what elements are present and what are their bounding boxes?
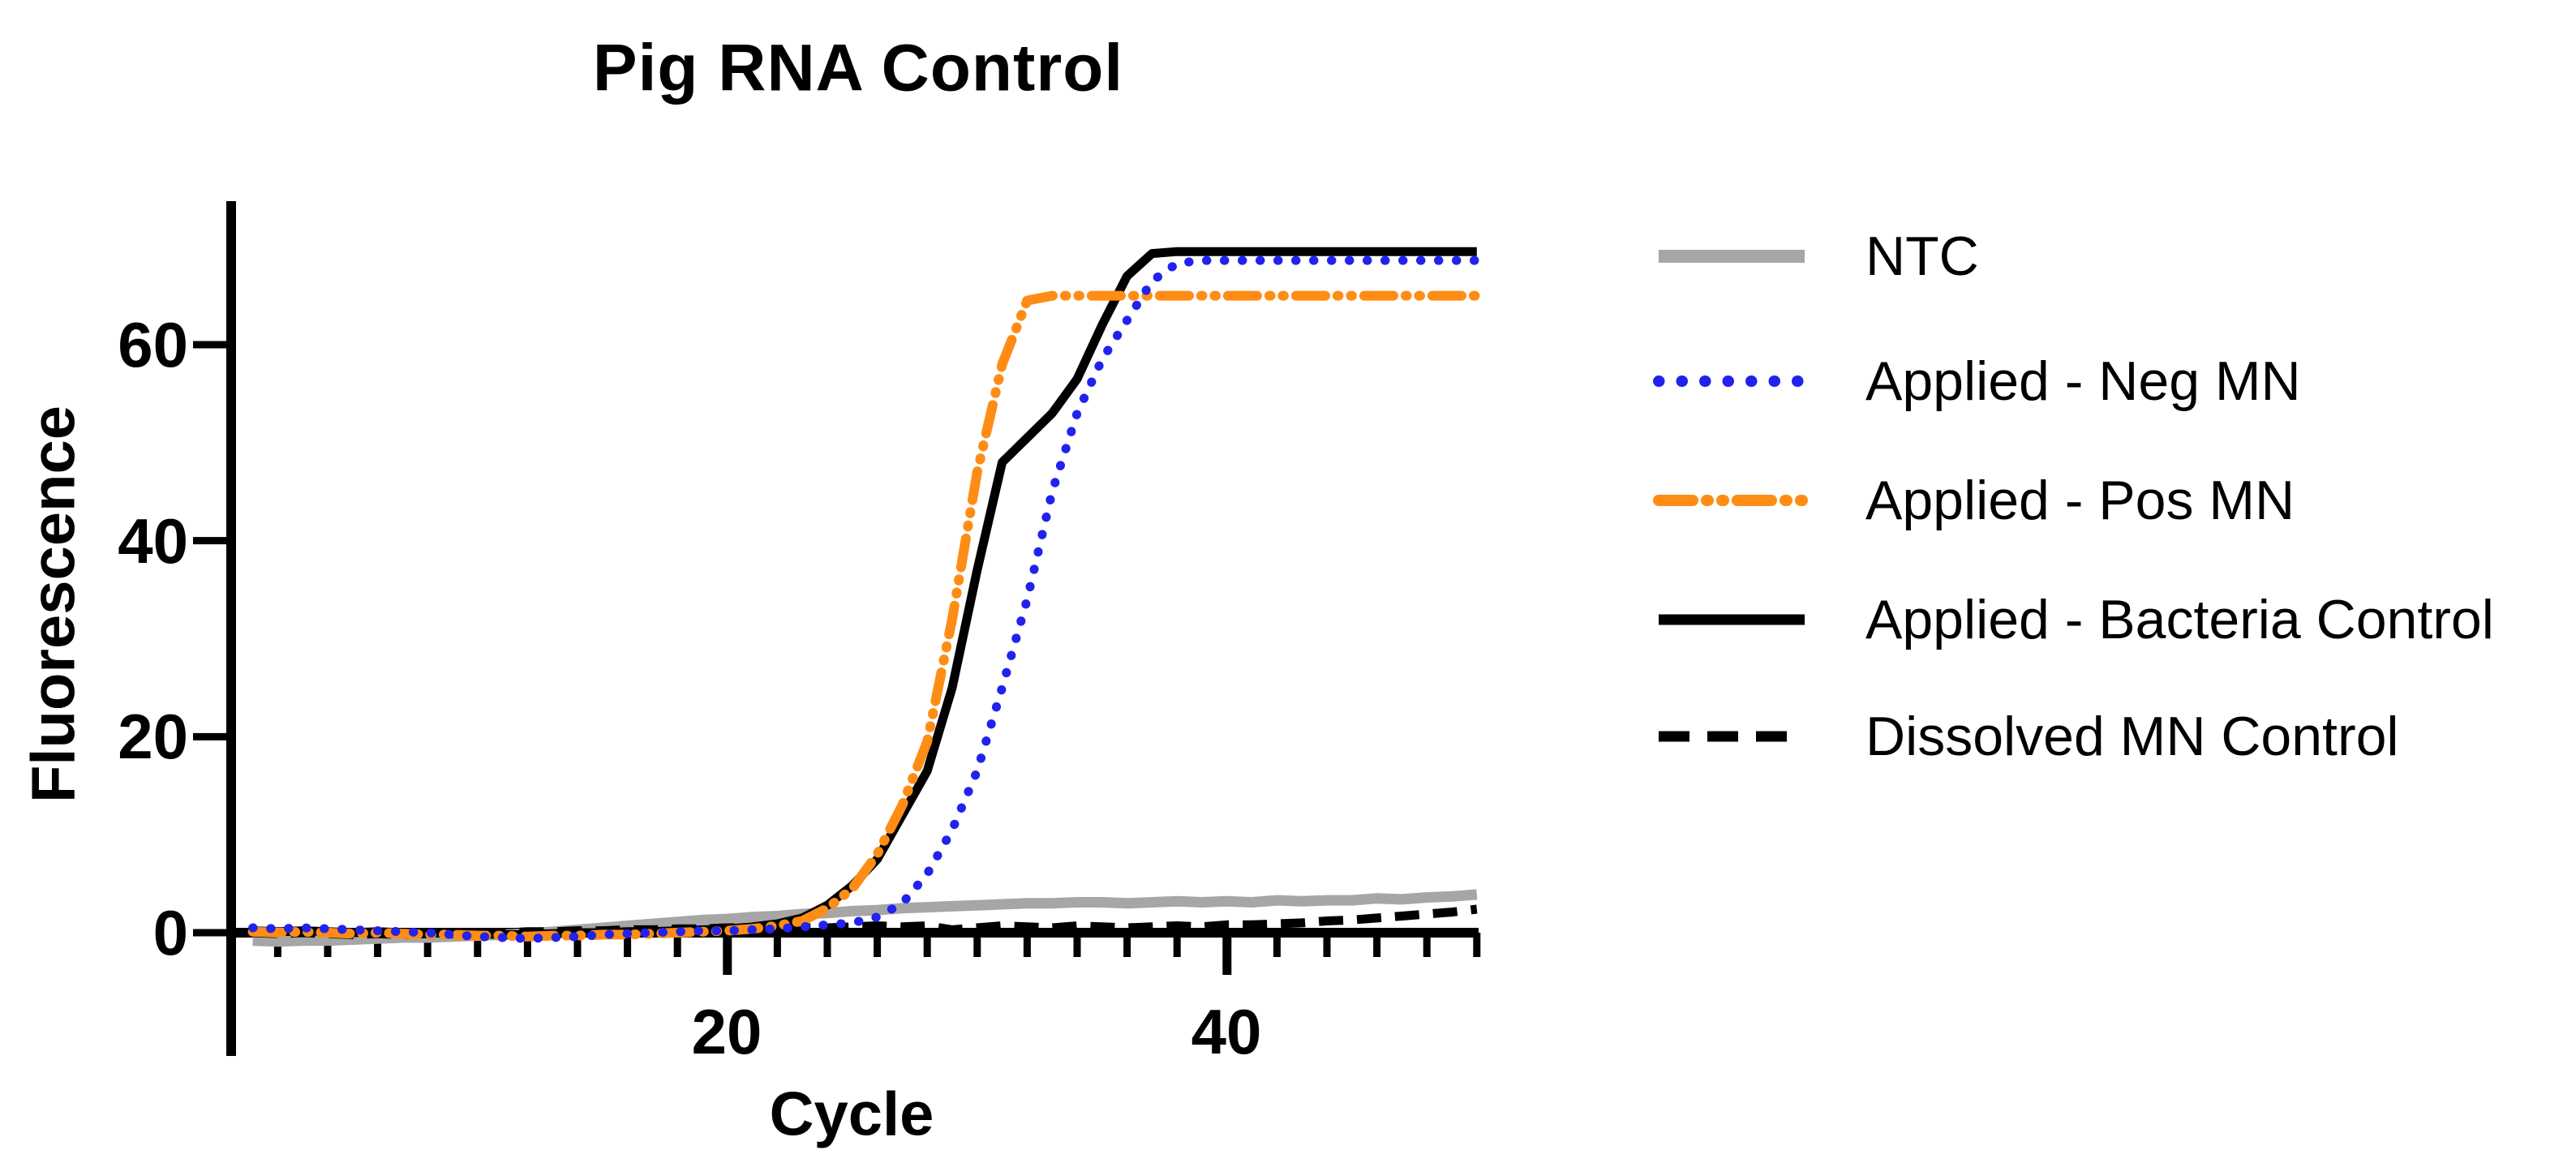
legend-label-ntc: NTC — [1865, 225, 1979, 287]
y-tick-labels: 0 20 40 60 — [118, 309, 188, 968]
series-line-applied-neg-mn — [248, 255, 1482, 943]
legend-label-bacteria-control: Applied - Bacteria Control — [1865, 589, 2494, 650]
legend-label-neg-mn: Applied - Neg MN — [1865, 350, 2301, 412]
legend: NTC Applied - Neg MN Applied - Pos MN Ap… — [1653, 225, 2494, 767]
chart-title: Pig RNA Control — [593, 32, 1123, 105]
x-tick-label-20: 20 — [692, 996, 762, 1067]
series-line-applied-bacteria-control — [252, 247, 1477, 939]
legend-label-dissolved-mn-control: Dissolved MN Control — [1865, 706, 2399, 767]
legend-swatches — [1653, 250, 1810, 742]
x-tick-labels: 20 40 — [692, 996, 1262, 1067]
y-axis-label: Fluorescence — [19, 406, 88, 803]
legend-label-pos-mn: Applied - Pos MN — [1865, 470, 2295, 531]
y-tick-label-40: 40 — [118, 505, 188, 577]
series-curves — [247, 247, 1482, 947]
y-tick-label-0: 0 — [153, 897, 188, 968]
x-axis-label: Cycle — [770, 1080, 934, 1149]
tick-marks — [193, 341, 1481, 975]
y-tick-label-60: 60 — [118, 309, 188, 380]
series-line-applied-pos-mn — [247, 290, 1482, 942]
x-tick-label-40: 40 — [1191, 996, 1262, 1067]
y-tick-label-20: 20 — [118, 701, 188, 772]
